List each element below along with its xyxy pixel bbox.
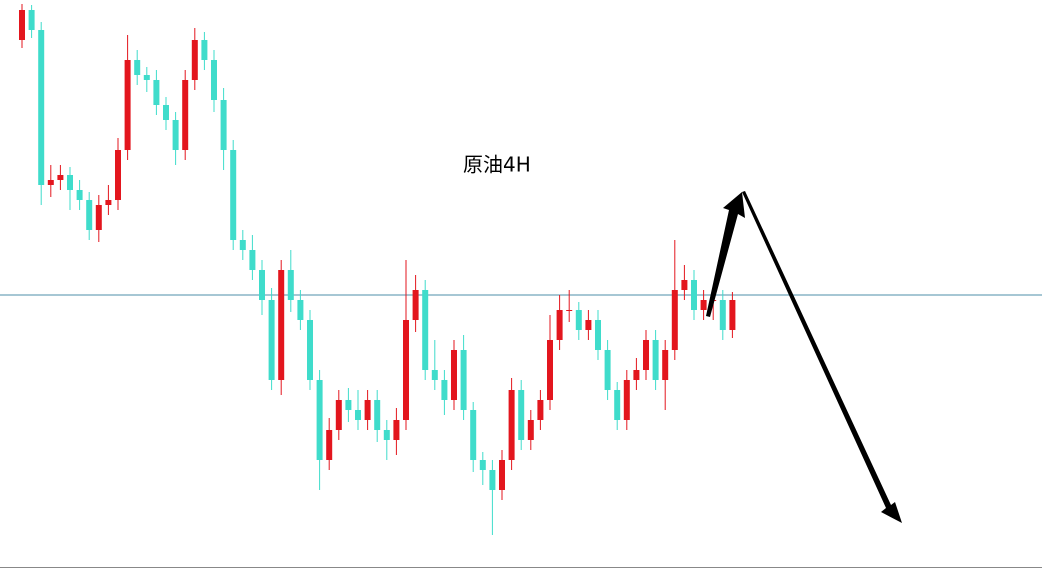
candle-body bbox=[729, 300, 736, 330]
candle-body bbox=[163, 105, 169, 120]
candle-body bbox=[316, 380, 323, 460]
candle-body bbox=[67, 175, 73, 190]
candle-body bbox=[355, 410, 361, 420]
arrow-up bbox=[706, 192, 745, 317]
candle-body bbox=[460, 350, 467, 410]
candle-body bbox=[518, 390, 525, 440]
candle-body bbox=[47, 180, 54, 185]
chart-title: 原油4H bbox=[463, 153, 531, 177]
candle-body bbox=[633, 370, 640, 380]
candle-body bbox=[172, 120, 179, 150]
candle-body bbox=[537, 400, 544, 420]
candle-body bbox=[489, 470, 496, 490]
candle-body bbox=[86, 200, 93, 230]
candle-body bbox=[182, 80, 189, 150]
candle-body bbox=[143, 75, 150, 80]
candle-body bbox=[700, 300, 707, 310]
candle-body bbox=[297, 300, 304, 320]
candle-body bbox=[547, 340, 553, 400]
plot-area bbox=[0, 4, 1042, 535]
candle-body bbox=[268, 300, 275, 380]
candle-body bbox=[230, 150, 237, 240]
candle-body bbox=[451, 350, 457, 400]
candle-body bbox=[412, 290, 419, 320]
candle-body bbox=[335, 400, 342, 430]
candle-body bbox=[249, 250, 256, 270]
candle-body bbox=[566, 310, 573, 311]
candle-body bbox=[441, 380, 448, 400]
candle-body bbox=[201, 40, 208, 60]
candle-body bbox=[595, 320, 601, 350]
candle-body bbox=[211, 60, 217, 100]
candle-body bbox=[220, 100, 227, 150]
candle-body bbox=[422, 290, 429, 370]
candle-body bbox=[364, 400, 371, 420]
candle-body bbox=[259, 270, 265, 300]
candle-body bbox=[662, 350, 669, 380]
candle-body bbox=[403, 320, 409, 420]
candle-body bbox=[383, 430, 390, 440]
candle-body bbox=[57, 175, 64, 180]
arrow-down bbox=[742, 191, 902, 523]
candle-body bbox=[115, 150, 121, 200]
candle-body bbox=[345, 400, 352, 410]
candle-body bbox=[499, 460, 505, 490]
candle-body bbox=[585, 320, 592, 330]
candle-body bbox=[681, 280, 688, 290]
candle-body bbox=[719, 300, 726, 330]
candle-body bbox=[28, 10, 35, 30]
candle-body bbox=[287, 270, 294, 300]
candle-body bbox=[556, 310, 563, 340]
candle-body bbox=[623, 380, 630, 420]
candle-body bbox=[575, 310, 582, 330]
candle-body bbox=[527, 420, 534, 440]
candle-body bbox=[431, 370, 438, 380]
candle-body bbox=[95, 205, 102, 230]
candle-body bbox=[307, 320, 313, 380]
candle-body bbox=[652, 340, 659, 380]
candle-body bbox=[326, 430, 333, 460]
candle-body bbox=[19, 10, 25, 40]
candle-body bbox=[134, 60, 141, 75]
candle-body bbox=[278, 270, 285, 380]
candle-body bbox=[479, 460, 486, 470]
candle-body bbox=[614, 390, 621, 420]
candle-body bbox=[393, 420, 400, 440]
candle-body bbox=[671, 290, 678, 350]
candle-body bbox=[508, 390, 515, 460]
candle-body bbox=[374, 400, 381, 430]
candle-body bbox=[105, 200, 112, 205]
candle-body bbox=[153, 80, 160, 105]
candle-body bbox=[239, 240, 246, 250]
candle-body bbox=[124, 60, 131, 150]
candle-body bbox=[38, 30, 45, 185]
candle-body bbox=[76, 190, 83, 200]
candle-body bbox=[604, 350, 611, 390]
candle-body bbox=[691, 280, 697, 310]
candle-body bbox=[470, 410, 477, 460]
candle-body bbox=[643, 340, 649, 370]
candle-body bbox=[191, 40, 198, 80]
